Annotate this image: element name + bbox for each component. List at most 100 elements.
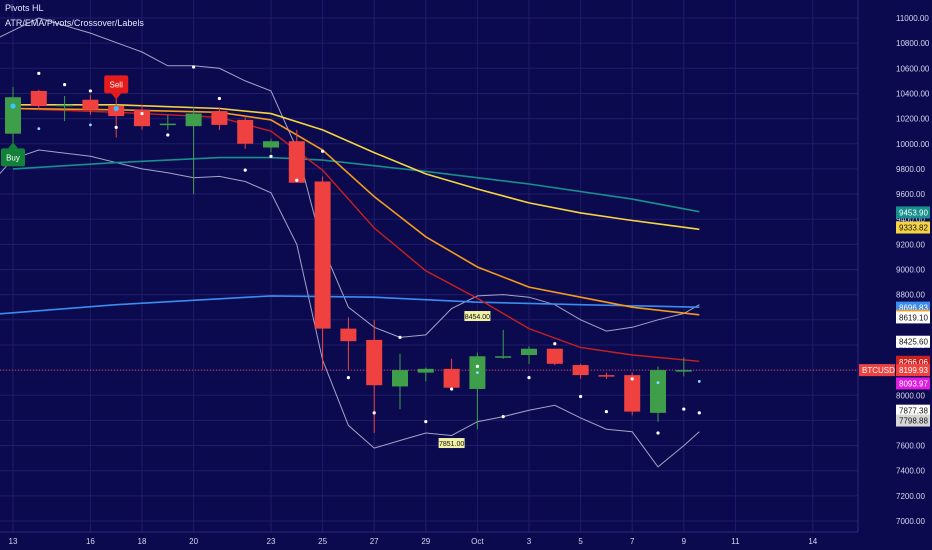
pivot-dot: [346, 376, 350, 380]
x-tick-label: 27: [370, 537, 379, 546]
y-tick-label: 9200.00: [896, 240, 925, 249]
candle-body[interactable]: [159, 123, 176, 126]
price-tag-box: [896, 206, 930, 219]
price-tag-label: 8696.83: [899, 304, 928, 313]
pivot-dot: [553, 342, 557, 346]
y-tick-label: 8800.00: [896, 291, 925, 300]
candle-body[interactable]: [288, 141, 305, 183]
pivot-dot: [372, 411, 376, 415]
crossover-marker: [697, 380, 701, 383]
price-tag-label: 7877.38: [899, 407, 928, 416]
buy-arrow: [8, 142, 18, 149]
ema-yellow-line: [13, 104, 700, 231]
pivot-dot: [140, 111, 144, 116]
pivot-dot: [166, 133, 170, 137]
candle-body[interactable]: [82, 99, 99, 110]
y-tick-label: 9000.00: [896, 266, 925, 275]
candle-body[interactable]: [340, 328, 357, 342]
candle-body[interactable]: [211, 111, 228, 125]
candle-body[interactable]: [624, 375, 641, 412]
price-tag-label: 8093.97: [899, 379, 928, 388]
candle-body[interactable]: [237, 119, 254, 144]
price-tag-label: 7798.88: [899, 417, 928, 426]
candle-body[interactable]: [521, 348, 537, 356]
price-tag-label: 9453.90: [899, 208, 928, 217]
candle-body[interactable]: [598, 375, 615, 377]
buy-label-box: [1, 148, 25, 167]
price-tag-label: 8199.93: [899, 366, 928, 375]
pivot-dot: [37, 71, 41, 75]
x-tick-label: Oct: [471, 537, 484, 546]
price-tag-box: [896, 311, 930, 324]
ema-lines: [0, 104, 700, 362]
ema-red-line: [12, 107, 700, 362]
y-tick-label: 10600.00: [896, 64, 930, 73]
y-tick-label: 11000.00: [896, 14, 929, 23]
pivot-dot: [63, 83, 67, 87]
candle-body[interactable]: [443, 368, 460, 388]
candles[interactable]: [5, 87, 692, 433]
candle-body[interactable]: [417, 368, 434, 373]
pivot-dot: [295, 178, 299, 182]
x-tick-label: 5: [578, 537, 583, 546]
pivot-dot: [114, 125, 118, 130]
x-tick-label: 3: [527, 537, 532, 546]
candle-body[interactable]: [134, 109, 150, 127]
pivot-dot: [579, 394, 583, 399]
sell-signal-point: [113, 105, 119, 112]
pivot-dot: [398, 335, 402, 340]
price-tag-box: [896, 404, 930, 417]
pivot-price-label: 8454.00: [465, 314, 490, 321]
sell-label-text: Sell: [110, 80, 124, 89]
candle-body[interactable]: [392, 370, 408, 387]
pivot-dot: [192, 65, 196, 69]
symbol-tag-label: BTCUSD: [862, 366, 895, 375]
candle-body[interactable]: [650, 370, 666, 413]
candle-body[interactable]: [546, 348, 563, 364]
crossover-marker: [476, 371, 479, 375]
candle-body[interactable]: [314, 181, 331, 329]
y-axis[interactable]: 7000.007200.007400.007600.007800.008000.…: [857, 0, 932, 550]
band-lower-line: [0, 149, 700, 468]
y-tick-label: 9400.00: [896, 215, 925, 224]
candle-body[interactable]: [30, 90, 47, 107]
candle-body[interactable]: [572, 365, 589, 376]
pivot-dot: [475, 364, 479, 368]
x-tick-label: 14: [808, 537, 817, 546]
candle-body[interactable]: [5, 97, 21, 134]
x-tick-label: 29: [421, 537, 430, 546]
price-tag-box: [896, 221, 930, 234]
pivot-dot: [217, 96, 221, 101]
price-tag-label: 8425.60: [899, 338, 928, 347]
x-tick-label: 20: [189, 537, 198, 546]
pivot-dot: [697, 411, 701, 415]
candle-body[interactable]: [185, 113, 202, 127]
candle-body[interactable]: [495, 356, 512, 358]
candle-body[interactable]: [366, 339, 383, 386]
grid-lines: [0, 0, 858, 532]
x-tick-label: 11: [731, 537, 740, 546]
x-tick-label: 9: [682, 537, 687, 546]
x-tick-label: 23: [267, 537, 276, 546]
x-axis-panel: [0, 532, 932, 550]
pivot-dot: [243, 168, 247, 172]
pivot-dot: [682, 407, 686, 411]
candle-body[interactable]: [675, 370, 692, 372]
price-tag-box: [896, 335, 930, 348]
price-tag-box: [896, 377, 930, 390]
candle-body[interactable]: [263, 141, 279, 148]
x-axis[interactable]: 13 16 18 20 23 25 27 29 Oct 3 5 7 9 11 14: [0, 531, 932, 550]
y-tick-label: 7600.00: [896, 442, 925, 451]
y-tick-label: 7400.00: [896, 467, 925, 476]
y-tick-label: 10400.00: [896, 89, 930, 98]
crossover-marker: [656, 381, 660, 385]
y-tick-label: 10200.00: [896, 115, 930, 124]
sell-arrow: [111, 93, 122, 100]
y-tick-label: 7200.00: [896, 492, 925, 501]
price-tag-label: 8266.06: [899, 358, 928, 367]
candle-body[interactable]: [56, 104, 73, 107]
pivot-dot: [88, 89, 92, 93]
x-tick-label: 25: [318, 537, 327, 546]
